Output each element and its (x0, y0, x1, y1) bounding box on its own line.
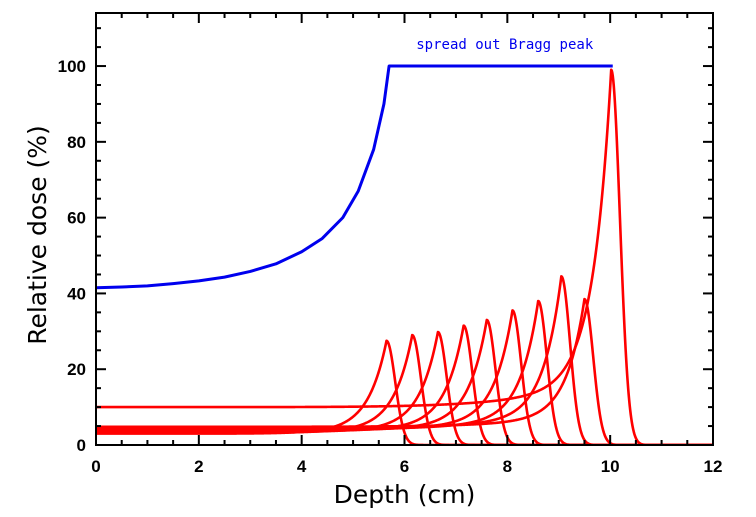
bragg-peak-curve (96, 68, 713, 445)
x-tick-label: 6 (400, 457, 409, 476)
x-tick-label: 0 (91, 457, 100, 476)
tick-labels: 0 2 4 6 8 10 12 0 20 40 60 80 100 (58, 57, 723, 476)
sobp-layer (96, 64, 613, 290)
sobp-annotation: spread out Bragg peak (416, 37, 594, 53)
bragg-peak-curves (96, 68, 713, 445)
y-tick-label: 20 (67, 360, 86, 379)
x-tick-label: 2 (194, 457, 203, 476)
bragg-peak-curve (96, 299, 713, 445)
y-tick-label: 40 (67, 284, 86, 303)
y-tick-label: 60 (67, 209, 86, 228)
x-tick-label: 4 (297, 457, 307, 476)
bragg-peak-curve (96, 275, 713, 445)
x-tick-label: 8 (503, 457, 512, 476)
y-tick-label: 80 (67, 133, 86, 152)
x-tick-label: 10 (601, 457, 620, 476)
sobp-curve (96, 64, 613, 290)
bragg-peak-curve (96, 297, 713, 445)
y-tick-label: 0 (77, 436, 86, 455)
y-tick-label: 100 (58, 57, 86, 76)
x-tick-label: 12 (704, 457, 723, 476)
y-axis-title: Relative dose (%) (23, 125, 52, 345)
axis-ticks (95, 13, 714, 446)
x-axis-title: Depth (cm) (334, 480, 476, 509)
